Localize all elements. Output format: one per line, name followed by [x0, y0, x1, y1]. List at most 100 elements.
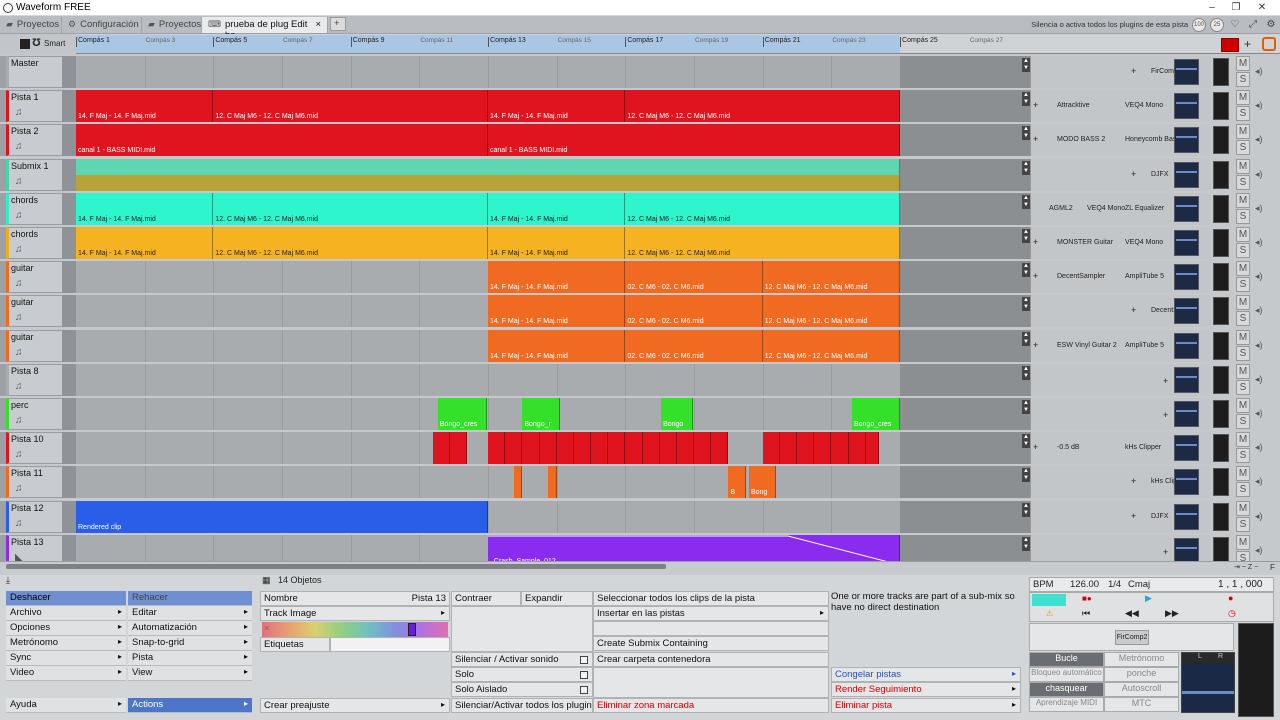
track-lane[interactable]	[76, 432, 1030, 465]
timeline-ruler[interactable]	[76, 35, 900, 53]
track-lane[interactable]: 14. F Maj - 14. F Maj.mid 12. C Maj M6 - …	[76, 90, 1030, 123]
clip[interactable]	[433, 432, 451, 465]
speaker-icon[interactable]: ◂)	[1255, 339, 1263, 350]
clip[interactable]: 12. C Maj M6 - 12. C Maj M6.mid	[625, 192, 901, 225]
timeline-ruler-end[interactable]	[900, 35, 1030, 53]
track-lane[interactable]: B Bong	[76, 466, 1030, 499]
speaker-icon[interactable]: ◂)	[1255, 100, 1263, 111]
plugin-name[interactable]: kHs Clipper	[1151, 478, 1188, 486]
track-expand-icon[interactable]: ▲ ▼	[1022, 468, 1030, 483]
track-lane[interactable]: 14. F Maj - 14. F Maj.mid 02. C M6 - 02. …	[76, 295, 1030, 328]
plugin-slot-area[interactable]: + DJFX	[1030, 158, 1210, 191]
record-icon[interactable]: ●	[1228, 593, 1234, 603]
plugin-name[interactable]: Attracktive	[1057, 102, 1090, 110]
clip[interactable]	[694, 432, 712, 465]
menu-pista[interactable]: Pista ▸	[128, 651, 252, 666]
automation-curve[interactable]	[488, 535, 901, 567]
magnet-icon[interactable]: Ʊ	[32, 37, 41, 49]
track-expand-icon[interactable]: ▲ ▼	[1022, 229, 1030, 243]
track-fader[interactable]	[1213, 502, 1229, 531]
clip[interactable]	[814, 432, 832, 465]
add-plugin-icon[interactable]: +	[1033, 100, 1039, 111]
solo-button[interactable]: S	[1236, 277, 1250, 293]
expand-button[interactable]: Expandir	[521, 591, 593, 606]
heart-icon[interactable]: ♡	[1230, 19, 1240, 30]
plugin-name[interactable]: ZL Equalizer	[1125, 204, 1165, 212]
add-plugin-icon[interactable]: +	[1033, 237, 1039, 247]
clip[interactable]	[514, 466, 523, 499]
speaker-icon[interactable]: ◂)	[1255, 476, 1263, 487]
clip[interactable]: 14. F Maj - 14. F Maj.mid	[76, 227, 214, 259]
track-volume-meter[interactable]	[1174, 161, 1199, 188]
add-plugin-icon[interactable]: +	[1033, 442, 1039, 453]
speaker-icon[interactable]: ◂)	[1255, 271, 1263, 282]
plugin-name[interactable]: DJFX	[1151, 170, 1169, 178]
menu-archivo[interactable]: Archivo ▸	[6, 606, 126, 621]
mute-button[interactable]: M	[1236, 158, 1250, 174]
solo-button[interactable]: S	[1236, 482, 1250, 498]
plugin-slot-area[interactable]: +	[1030, 363, 1210, 396]
clip[interactable]	[556, 432, 574, 465]
plugin-name[interactable]: FirComp2	[1151, 68, 1182, 75]
add-plugin-icon[interactable]: +	[1033, 271, 1039, 282]
clip[interactable]	[591, 432, 609, 465]
clip[interactable]	[76, 158, 901, 191]
track-header[interactable]: Pista 12 ♫	[6, 500, 68, 533]
mtc-button[interactable]: MTC	[1104, 697, 1179, 712]
clip[interactable]: Rendered clip	[76, 500, 489, 533]
punch-button[interactable]: ponche	[1104, 667, 1179, 682]
key-signature[interactable]: Cmaj	[1128, 579, 1151, 590]
solo-button[interactable]: S	[1236, 72, 1250, 87]
clip[interactable]: 02. C M6 - 02. C M6.mid	[625, 295, 763, 328]
clip[interactable]: 14. F Maj - 14. F Maj.mid	[488, 227, 626, 259]
clip[interactable]	[573, 432, 591, 465]
power-icon[interactable]	[1262, 37, 1276, 51]
track-name[interactable]: guitar	[11, 331, 34, 342]
solo-toggle[interactable]: Solo	[451, 667, 593, 682]
track-header[interactable]: guitar ♫	[6, 261, 68, 294]
mute-button[interactable]: M	[1236, 398, 1250, 413]
play-icon[interactable]: ▶	[1145, 593, 1152, 603]
track-lane[interactable]: Rendered clip	[76, 500, 1030, 533]
clip[interactable]	[488, 432, 506, 465]
tab-edit[interactable]: ⌨prueba de plug Edit ba...×	[202, 17, 328, 41]
speaker-icon[interactable]: ◂)	[1255, 510, 1263, 521]
track-fader[interactable]	[1213, 468, 1229, 497]
menu-view[interactable]: View ▸	[128, 666, 252, 681]
plugin-slot-area[interactable]: + FirComp2	[1030, 56, 1210, 88]
track-lane[interactable]	[76, 363, 1030, 396]
plugin-slot-area[interactable]: + DecentSampler AmpliTube 5	[1030, 261, 1210, 294]
clip[interactable]: Bongo_cres	[437, 398, 487, 430]
clip[interactable]: 12. C Maj M6 - 12. C Maj M6.mid	[625, 227, 901, 259]
clip[interactable]: Bong	[748, 466, 777, 499]
plugin-name[interactable]: AmpliTube 5	[1125, 341, 1165, 349]
speaker-icon[interactable]: ◂)	[1255, 408, 1263, 418]
clip[interactable]: 02. C M6 - 02. C M6.mid	[625, 329, 763, 362]
track-volume-meter[interactable]	[1174, 332, 1199, 359]
track-name[interactable]: Submix 1	[11, 160, 49, 171]
clip[interactable]: 14. F Maj - 14. F Maj.mid	[488, 295, 626, 328]
track-volume-meter[interactable]	[1174, 93, 1199, 120]
tab-configuracion[interactable]: ⚙ Configuración	[62, 17, 142, 33]
mute-button[interactable]: M	[1236, 466, 1250, 482]
clip[interactable]: 14. F Maj - 14. F Maj.mid	[488, 192, 626, 225]
solo-isolated-toggle[interactable]: Solo Aislado	[451, 682, 593, 697]
speaker-icon[interactable]: ◂)	[1255, 237, 1263, 247]
track-expand-icon[interactable]: ▲ ▼	[1022, 160, 1030, 175]
mute-button[interactable]: M	[1236, 124, 1250, 140]
plugin-name[interactable]: DJFX	[1151, 512, 1169, 520]
track-fader[interactable]	[1213, 297, 1229, 326]
create-preset-button[interactable]: Crear preajuste ▸	[260, 698, 450, 713]
mute-toggle[interactable]: Silenciar / Activar sonido	[451, 652, 593, 667]
fircomp2-plugin[interactable]: FirComp2	[1115, 630, 1149, 645]
add-plugin-icon[interactable]: +	[1131, 168, 1137, 179]
speaker-icon[interactable]: ◂)	[1255, 168, 1263, 179]
speaker-icon[interactable]: ◂)	[1255, 134, 1263, 145]
track-header[interactable]: chords ♫	[6, 227, 68, 259]
clip[interactable]: 12. C Maj M6 - 12. C Maj M6.mid	[213, 90, 488, 123]
track-fader[interactable]	[1213, 126, 1229, 155]
track-name[interactable]: chords	[11, 194, 39, 205]
track-volume-meter[interactable]	[1174, 435, 1199, 462]
track-header[interactable]: perc ♫	[6, 398, 68, 430]
plugin-slot-area[interactable]: +DecentSampler	[1030, 295, 1210, 328]
